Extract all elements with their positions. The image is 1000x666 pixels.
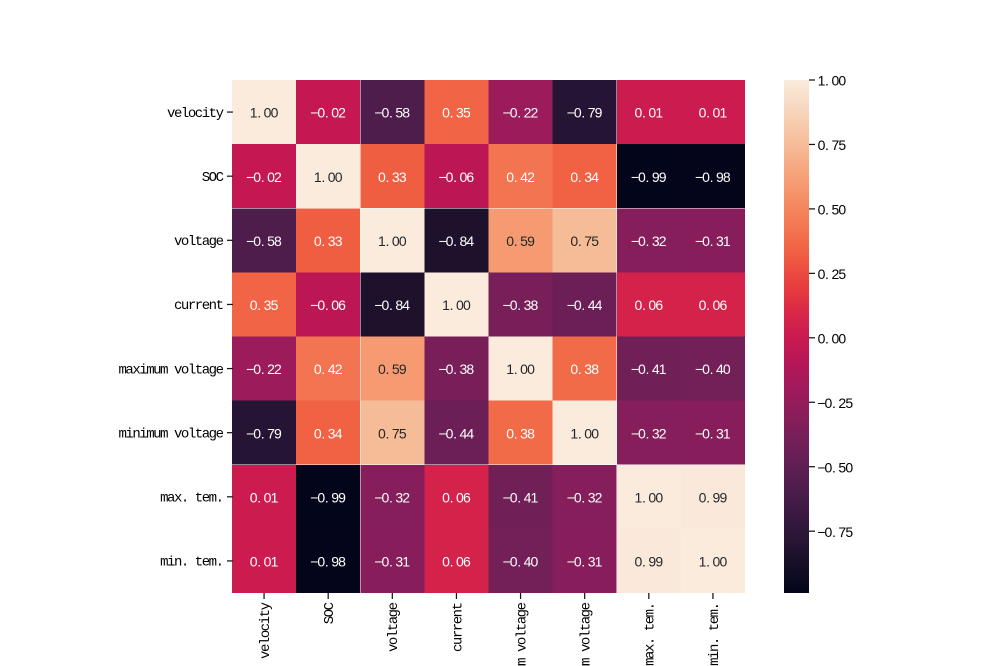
svg-text:−0.98: −0.98: [695, 169, 731, 185]
svg-text:0.25: 0.25: [818, 266, 847, 282]
svg-text:−0.32: −0.32: [631, 425, 667, 441]
svg-text:−0.41: −0.41: [631, 361, 667, 377]
svg-text:−0.38: −0.38: [503, 297, 539, 313]
svg-text:current: current: [174, 298, 224, 314]
svg-text:0.38: 0.38: [506, 425, 535, 441]
svg-text:0.06: 0.06: [442, 489, 471, 505]
svg-text:1.00: 1.00: [635, 489, 664, 505]
svg-text:−0.38: −0.38: [438, 361, 474, 377]
svg-text:−0.31: −0.31: [567, 554, 603, 570]
svg-text:SOC: SOC: [322, 602, 338, 624]
svg-text:0.06: 0.06: [635, 297, 664, 313]
svg-text:−0.44: −0.44: [438, 425, 474, 441]
svg-text:1.00: 1.00: [250, 105, 279, 121]
svg-text:−0.79: −0.79: [567, 105, 603, 121]
svg-text:0.06: 0.06: [699, 297, 728, 313]
svg-text:maximum voltage: maximum voltage: [514, 602, 530, 666]
svg-text:current: current: [450, 602, 466, 652]
svg-text:−0.98: −0.98: [310, 554, 346, 570]
svg-text:0.06: 0.06: [442, 554, 471, 570]
svg-text:voltage: voltage: [386, 602, 402, 652]
svg-text:1.00: 1.00: [699, 554, 728, 570]
svg-text:0.99: 0.99: [699, 489, 728, 505]
svg-text:max. tem.: max. tem.: [160, 491, 224, 507]
svg-text:0.01: 0.01: [699, 105, 728, 121]
svg-text:0.42: 0.42: [314, 361, 343, 377]
svg-text:−0.75: −0.75: [817, 524, 853, 540]
svg-text:1.00: 1.00: [818, 73, 847, 89]
svg-text:−0.84: −0.84: [374, 297, 410, 313]
svg-text:voltage: voltage: [174, 234, 224, 250]
svg-text:−0.02: −0.02: [310, 105, 346, 121]
svg-text:−0.58: −0.58: [246, 233, 282, 249]
svg-text:−0.31: −0.31: [695, 425, 731, 441]
svg-text:min. tem.: min. tem.: [707, 602, 723, 666]
svg-text:−0.31: −0.31: [374, 554, 410, 570]
svg-text:−0.58: −0.58: [374, 105, 410, 121]
svg-text:−0.06: −0.06: [438, 169, 474, 185]
svg-text:0.99: 0.99: [635, 554, 664, 570]
svg-text:minimum voltage: minimum voltage: [118, 426, 224, 442]
svg-text:velocity: velocity: [258, 602, 274, 659]
svg-text:0.33: 0.33: [314, 233, 343, 249]
svg-text:−0.06: −0.06: [310, 297, 346, 313]
svg-text:SOC: SOC: [202, 170, 224, 186]
svg-text:−0.40: −0.40: [695, 361, 731, 377]
svg-text:−0.22: −0.22: [246, 361, 282, 377]
svg-text:0.59: 0.59: [506, 233, 535, 249]
svg-text:0.00: 0.00: [818, 330, 847, 346]
svg-text:−0.50: −0.50: [817, 459, 853, 475]
svg-text:velocity: velocity: [167, 106, 224, 122]
svg-text:0.34: 0.34: [314, 425, 343, 441]
svg-text:−0.79: −0.79: [246, 425, 282, 441]
svg-text:max. tem.: max. tem.: [643, 602, 659, 666]
svg-text:−0.25: −0.25: [817, 395, 853, 411]
svg-text:−0.31: −0.31: [695, 233, 731, 249]
svg-text:0.01: 0.01: [250, 554, 279, 570]
svg-text:0.38: 0.38: [570, 361, 599, 377]
svg-text:−0.44: −0.44: [567, 297, 603, 313]
svg-text:0.75: 0.75: [570, 233, 599, 249]
svg-text:−0.99: −0.99: [310, 489, 346, 505]
svg-text:−0.32: −0.32: [374, 489, 410, 505]
svg-text:minimum voltage: minimum voltage: [578, 602, 594, 666]
svg-text:1.00: 1.00: [570, 425, 599, 441]
svg-text:0.01: 0.01: [635, 105, 664, 121]
svg-text:−0.40: −0.40: [503, 554, 539, 570]
svg-text:−0.99: −0.99: [631, 169, 667, 185]
svg-text:maximum voltage: maximum voltage: [118, 362, 224, 378]
svg-text:0.33: 0.33: [378, 169, 407, 185]
svg-text:−0.32: −0.32: [631, 233, 667, 249]
svg-text:0.42: 0.42: [506, 169, 535, 185]
svg-text:−0.22: −0.22: [503, 105, 539, 121]
svg-text:0.34: 0.34: [570, 169, 599, 185]
svg-text:1.00: 1.00: [378, 233, 407, 249]
svg-text:−0.41: −0.41: [503, 489, 539, 505]
svg-text:1.00: 1.00: [506, 361, 535, 377]
svg-text:0.35: 0.35: [442, 105, 471, 121]
svg-text:0.50: 0.50: [818, 202, 847, 218]
svg-text:0.35: 0.35: [250, 297, 279, 313]
svg-text:min. tem.: min. tem.: [160, 555, 224, 571]
svg-text:−0.84: −0.84: [438, 233, 474, 249]
svg-text:0.75: 0.75: [378, 425, 407, 441]
svg-text:−0.02: −0.02: [246, 169, 282, 185]
svg-text:1.00: 1.00: [314, 169, 343, 185]
svg-text:0.59: 0.59: [378, 361, 407, 377]
svg-text:1.00: 1.00: [442, 297, 471, 313]
svg-text:0.01: 0.01: [250, 489, 279, 505]
svg-text:−0.32: −0.32: [567, 489, 603, 505]
svg-text:0.75: 0.75: [818, 137, 847, 153]
